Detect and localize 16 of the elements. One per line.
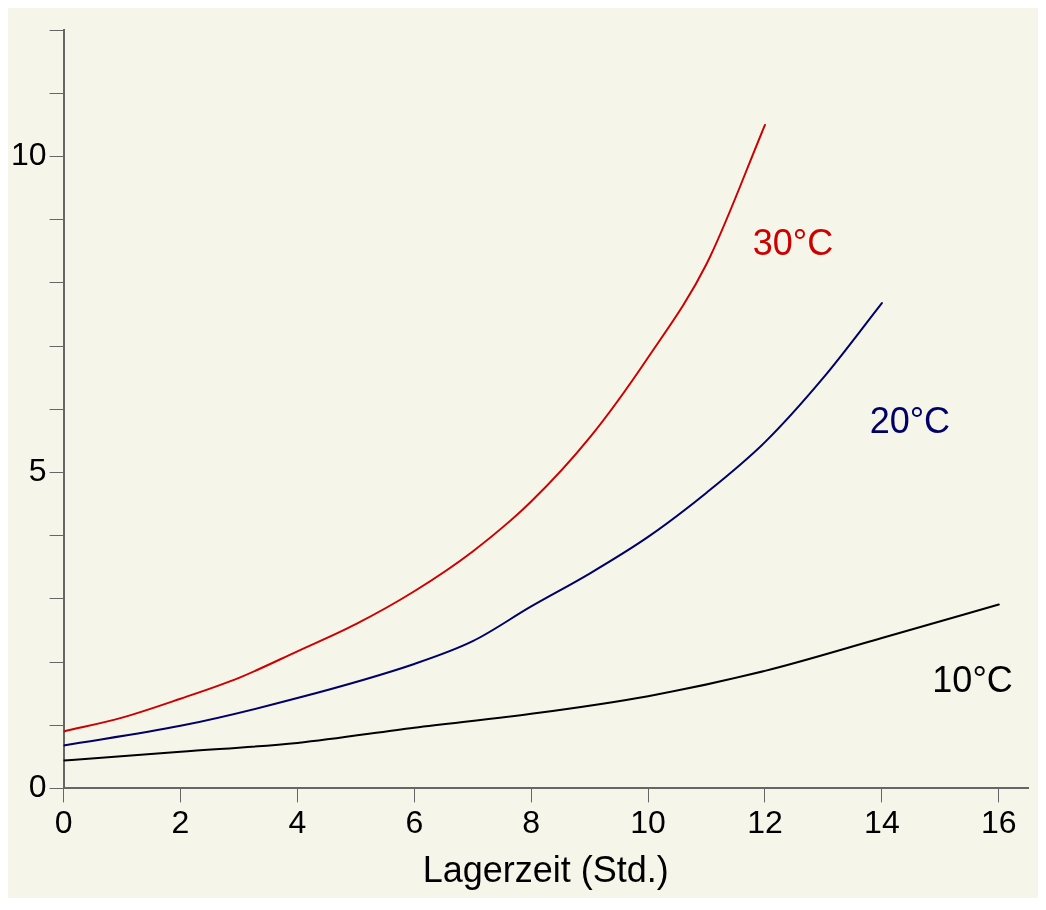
series-label: 10°C	[932, 659, 1013, 701]
x-tick-label: 2	[171, 804, 190, 841]
x-tick-label: 6	[405, 804, 424, 841]
x-axis-title: Lagerzeit (Std.)	[422, 849, 669, 891]
series-label: 20°C	[869, 400, 951, 442]
x-tick-label: 14	[864, 804, 900, 841]
x-tick-label: 16	[980, 804, 1017, 841]
x-tick-label: 0	[54, 804, 73, 841]
y-tick-label: 0	[28, 768, 47, 805]
y-tick-label: 5	[28, 452, 47, 489]
series-label: 30°C	[752, 221, 834, 263]
x-tick-label: 12	[747, 804, 783, 841]
x-tick-label: 4	[288, 804, 307, 841]
x-tick-label: 8	[522, 804, 541, 841]
y-tick-label: 10	[11, 136, 47, 173]
x-tick-label: 10	[630, 804, 666, 841]
